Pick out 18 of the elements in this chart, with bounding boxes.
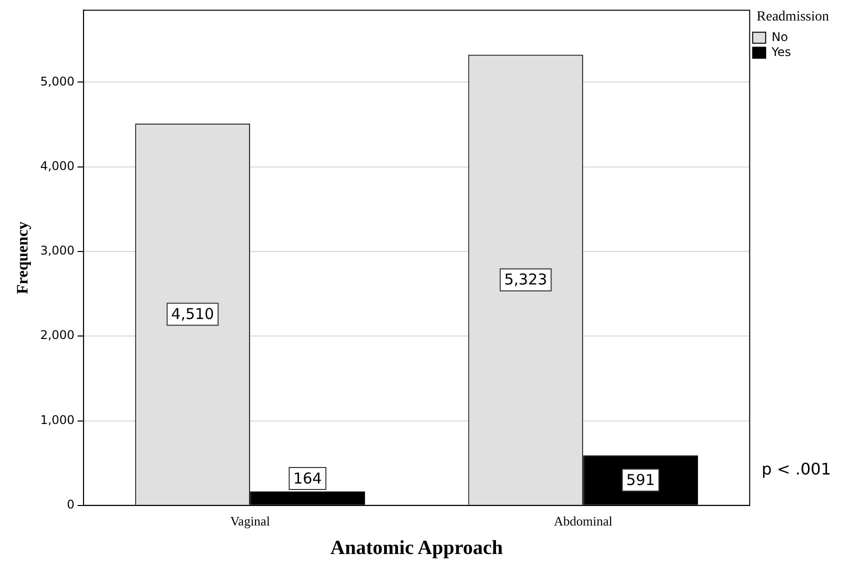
y-tick-label: 0	[66, 498, 75, 512]
legend-label: Yes	[770, 44, 792, 59]
data-label: 5,323	[504, 270, 548, 289]
y-tick-label: 1,000	[40, 412, 75, 427]
x-tick-label: Abdominal	[554, 514, 613, 529]
legend-label: No	[772, 30, 788, 44]
data-label: 164	[293, 469, 322, 488]
y-axis-title: Frequency	[14, 222, 32, 294]
data-label: 4,510	[171, 305, 214, 324]
x-axis-title: Anatomic Approach	[330, 537, 503, 560]
y-tick-label: 3,000	[40, 244, 75, 258]
text: p < .001	[762, 460, 832, 479]
x-tick-label: Vaginal	[230, 514, 270, 529]
y-tick-label: 2,000	[40, 328, 75, 342]
y-tick-label: 5,000	[40, 74, 75, 88]
y-tick-label: 4,000	[40, 158, 75, 173]
data-label: 591	[626, 471, 655, 490]
legend-title: Readmission	[756, 10, 830, 25]
